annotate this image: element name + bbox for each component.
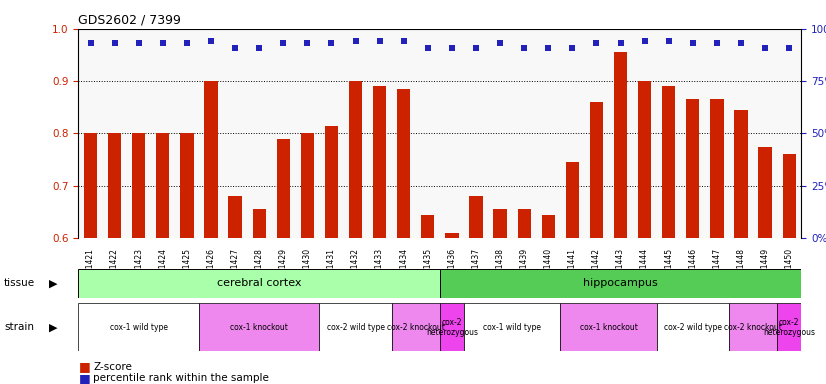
Bar	[320, 303, 392, 351]
Bar	[638, 81, 651, 238]
Bar	[560, 303, 657, 351]
Point	[349, 38, 362, 45]
Point	[180, 40, 193, 46]
Bar	[729, 303, 777, 351]
Bar	[782, 154, 795, 238]
Bar	[493, 209, 506, 238]
Text: Z-score: Z-score	[93, 362, 132, 372]
Point	[686, 40, 700, 46]
Bar	[710, 99, 724, 238]
Point	[566, 45, 579, 51]
Bar	[78, 269, 440, 298]
Text: cox-1 knockout: cox-1 knockout	[230, 323, 288, 332]
Text: ■: ■	[78, 372, 90, 384]
Bar	[464, 303, 560, 351]
Point	[421, 45, 434, 51]
Text: cox-1 wild type: cox-1 wild type	[483, 323, 541, 332]
Bar	[349, 81, 362, 238]
Point	[204, 38, 217, 45]
Text: cox-2 wild type: cox-2 wild type	[664, 323, 722, 332]
Point	[108, 40, 121, 46]
Point	[542, 45, 555, 51]
Bar	[180, 134, 193, 238]
Bar	[392, 303, 439, 351]
Bar	[590, 102, 603, 238]
Text: GDS2602 / 7399: GDS2602 / 7399	[78, 13, 182, 26]
Point	[397, 38, 411, 45]
Bar	[566, 162, 579, 238]
Text: cox-2 wild type: cox-2 wild type	[326, 323, 385, 332]
Text: cox-2 knockout: cox-2 knockout	[387, 323, 444, 332]
Text: cerebral cortex: cerebral cortex	[217, 278, 301, 288]
Text: cox-2 knockout: cox-2 knockout	[724, 323, 782, 332]
Text: cox-2
heterozygous: cox-2 heterozygous	[763, 318, 815, 337]
Point	[277, 40, 290, 46]
Point	[156, 40, 169, 46]
Bar	[777, 303, 801, 351]
Bar	[614, 52, 627, 238]
Bar	[657, 303, 729, 351]
Point	[638, 38, 651, 45]
Bar	[662, 86, 676, 238]
Bar	[542, 215, 555, 238]
Bar	[440, 269, 801, 298]
Point	[229, 45, 242, 51]
Bar	[469, 196, 482, 238]
Bar	[253, 209, 266, 238]
Point	[734, 40, 748, 46]
Text: ■: ■	[78, 360, 90, 373]
Text: cox-2
heterozygous: cox-2 heterozygous	[426, 318, 478, 337]
Text: hippocampus: hippocampus	[583, 278, 657, 288]
Bar	[445, 233, 458, 238]
Bar	[325, 126, 338, 238]
Bar	[84, 134, 97, 238]
Bar	[421, 215, 434, 238]
Point	[493, 40, 506, 46]
Point	[301, 40, 314, 46]
Bar	[204, 81, 217, 238]
Point	[710, 40, 724, 46]
Point	[469, 45, 482, 51]
Bar	[301, 134, 314, 238]
Bar	[132, 134, 145, 238]
Point	[518, 45, 531, 51]
Text: cox-1 wild type: cox-1 wild type	[110, 323, 168, 332]
Bar	[397, 89, 411, 238]
Bar	[373, 86, 387, 238]
Text: ▶: ▶	[50, 278, 58, 288]
Text: cox-1 knockout: cox-1 knockout	[580, 323, 638, 332]
Bar	[229, 196, 242, 238]
Bar	[440, 303, 464, 351]
Point	[325, 40, 338, 46]
Bar	[518, 209, 531, 238]
Bar	[734, 110, 748, 238]
Point	[84, 40, 97, 46]
Point	[373, 38, 387, 45]
Text: ▶: ▶	[50, 322, 58, 333]
Bar	[199, 303, 320, 351]
Text: strain: strain	[4, 322, 34, 333]
Text: tissue: tissue	[4, 278, 36, 288]
Point	[782, 45, 795, 51]
Point	[614, 40, 627, 46]
Point	[758, 45, 771, 51]
Point	[662, 38, 676, 45]
Text: percentile rank within the sample: percentile rank within the sample	[93, 373, 269, 383]
Bar	[686, 99, 700, 238]
Point	[445, 45, 458, 51]
Bar	[78, 303, 199, 351]
Bar	[108, 134, 121, 238]
Bar	[758, 147, 771, 238]
Point	[590, 40, 603, 46]
Point	[253, 45, 266, 51]
Bar	[277, 139, 290, 238]
Point	[132, 40, 145, 46]
Bar	[156, 134, 169, 238]
